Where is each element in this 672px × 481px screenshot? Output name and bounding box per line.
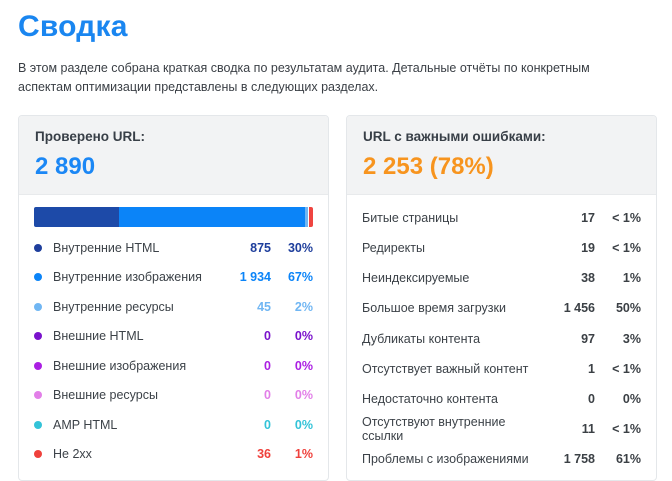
legend-label: Внутренние ресурсы xyxy=(53,299,174,314)
error-row: Редиректы 19 < 1% xyxy=(362,233,641,263)
important-errors-title: URL с важными ошибками: xyxy=(363,128,546,144)
error-percent: 3% xyxy=(622,331,641,346)
legend-bullet-icon xyxy=(34,332,42,340)
legend-percent: 0% xyxy=(294,388,313,402)
summary-cards: Проверено URL: 2 890 Внутренние HTML 875… xyxy=(18,114,658,481)
legend-item: Внешние ресурсы 0 0% xyxy=(34,380,313,410)
legend-item: Внешние изображения 0 0% xyxy=(34,351,313,381)
legend-label: Внутренние HTML xyxy=(53,240,160,255)
legend-percent: 1% xyxy=(294,447,313,461)
legend-percent: 2% xyxy=(294,299,313,314)
legend-count: 0 xyxy=(264,329,271,343)
legend-bullet-icon xyxy=(34,450,42,458)
error-percent: 1% xyxy=(622,271,641,286)
legend-bullet-icon xyxy=(34,273,42,281)
error-count: 1 xyxy=(588,361,595,376)
error-count: 1 456 xyxy=(563,301,595,316)
legend-item: Внутренние ресурсы 45 2% xyxy=(34,292,313,322)
error-label: Большое время загрузки xyxy=(362,301,506,316)
error-label: Недостаточно контента xyxy=(362,391,499,406)
important-errors-total: 2 253 (78%) xyxy=(363,152,494,180)
legend-count: 875 xyxy=(250,240,271,255)
legend-label: Внешние ресурсы xyxy=(53,388,158,402)
legend-count: 0 xyxy=(264,417,271,432)
error-percent: < 1% xyxy=(612,210,641,225)
page-title: Сводка xyxy=(18,10,128,43)
error-percent: < 1% xyxy=(612,422,641,437)
legend-item: Не 2xx 36 1% xyxy=(34,439,313,469)
important-errors-card-header: URL с важными ошибками: 2 253 (78%) xyxy=(347,115,656,195)
error-count: 11 xyxy=(581,422,595,437)
error-row: Проблемы с изображениями 1 758 61% xyxy=(362,444,641,474)
legend-label: Внешние HTML xyxy=(53,329,144,343)
legend-bullet-icon xyxy=(34,391,42,399)
legend-label: Внешние изображения xyxy=(53,358,187,373)
error-label: Дубликаты контента xyxy=(362,331,481,346)
legend-count: 36 xyxy=(257,447,271,461)
legend-percent: 67% xyxy=(287,270,313,284)
legend-label: Не 2xx xyxy=(53,447,92,461)
error-count: 17 xyxy=(581,210,595,225)
stacked-bar-chart xyxy=(34,206,313,227)
legend-percent: 0% xyxy=(294,329,313,343)
legend-item: Внутренние изображения 1 934 67% xyxy=(34,262,313,292)
checked-urls-title: Проверено URL: xyxy=(35,128,145,144)
error-row: Отсутствует важный контент 1 < 1% xyxy=(362,354,641,384)
error-label: Редиректы xyxy=(362,241,425,256)
checked-urls-card: Проверено URL: 2 890 Внутренние HTML 875… xyxy=(18,114,329,481)
legend-label: AMP HTML xyxy=(53,417,118,432)
legend-item: AMP HTML 0 0% xyxy=(34,410,313,440)
error-row: Дубликаты контента 97 3% xyxy=(362,324,641,354)
bar-segment-internal-resources xyxy=(305,206,310,227)
page-description: В этом разделе собрана краткая сводка по… xyxy=(18,61,590,95)
error-row: Отсутствуют внутренние ссылки 11 < 1% xyxy=(362,414,641,444)
error-row: Битые страницы 17 < 1% xyxy=(362,203,641,233)
error-percent: 0% xyxy=(622,391,641,406)
legend-count: 1 934 xyxy=(239,270,271,284)
error-percent: 50% xyxy=(615,301,641,316)
legend-percent: 0% xyxy=(294,417,313,432)
error-label: Неиндексируемые xyxy=(362,271,470,286)
checked-urls-total: 2 890 xyxy=(35,152,96,180)
legend-item: Внешние HTML 0 0% xyxy=(34,321,313,351)
legend-item: Внутренние HTML 875 30% xyxy=(34,233,313,263)
legend-bullet-icon xyxy=(34,420,42,429)
error-row: Большое время загрузки 1 456 50% xyxy=(362,293,641,323)
errors-list: Битые страницы 17 < 1% Редиректы 19 < 1%… xyxy=(347,195,656,481)
error-percent: 61% xyxy=(615,452,641,467)
legend-count: 45 xyxy=(257,299,271,314)
error-count: 38 xyxy=(581,271,595,286)
legend-percent: 30% xyxy=(287,240,313,255)
error-row: Неиндексируемые 38 1% xyxy=(362,263,641,293)
legend-label: Внутренние изображения xyxy=(53,270,202,284)
error-count: 1 758 xyxy=(563,452,595,467)
error-label: Отсутствует важный контент xyxy=(362,361,529,376)
checked-urls-chart: Внутренние HTML 875 30% Внутренние изобр… xyxy=(19,195,328,473)
error-label: Проблемы с изображениями xyxy=(362,452,529,467)
bar-segment-non-2xx xyxy=(309,206,313,227)
legend-bullet-icon xyxy=(34,243,42,252)
error-row: Недостаточно контента 0 0% xyxy=(362,384,641,414)
error-label: Отсутствуют внутренние ссылки xyxy=(362,415,506,444)
error-count: 0 xyxy=(588,391,595,406)
error-percent: < 1% xyxy=(612,241,641,256)
legend-bullet-icon xyxy=(34,361,42,370)
bar-segment-internal-images xyxy=(118,206,306,227)
error-count: 19 xyxy=(581,241,595,256)
error-percent: < 1% xyxy=(612,361,641,376)
important-errors-card: URL с важными ошибками: 2 253 (78%) Биты… xyxy=(346,114,657,481)
legend-count: 0 xyxy=(264,358,271,373)
legend-count: 0 xyxy=(264,388,271,402)
checked-urls-card-header: Проверено URL: 2 890 xyxy=(19,115,328,195)
error-label: Битые страницы xyxy=(362,210,459,225)
legend-percent: 0% xyxy=(294,358,313,373)
error-count: 97 xyxy=(581,331,595,346)
legend-bullet-icon xyxy=(34,302,42,311)
bar-segment-internal-html xyxy=(34,206,119,227)
